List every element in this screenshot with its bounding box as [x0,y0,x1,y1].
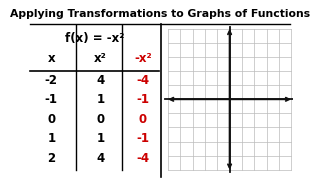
Text: Applying Transformations to Graphs of Functions: Applying Transformations to Graphs of Fu… [10,9,310,19]
Text: 1: 1 [96,93,104,106]
Text: 2: 2 [47,152,55,165]
Text: 4: 4 [96,74,104,87]
Text: 1: 1 [96,132,104,145]
Text: -4: -4 [136,152,149,165]
Text: -1: -1 [136,93,149,106]
Text: x: x [47,53,55,66]
Text: -2: -2 [45,74,58,87]
Text: 0: 0 [139,113,147,126]
Text: -1: -1 [45,93,58,106]
Text: -4: -4 [136,74,149,87]
Text: f(x) = -x²: f(x) = -x² [65,32,124,45]
Text: -1: -1 [136,132,149,145]
Text: -x²: -x² [134,53,152,66]
Text: 0: 0 [47,113,55,126]
Text: x²: x² [94,53,107,66]
Text: 0: 0 [96,113,104,126]
Text: 4: 4 [96,152,104,165]
Text: 1: 1 [47,132,55,145]
